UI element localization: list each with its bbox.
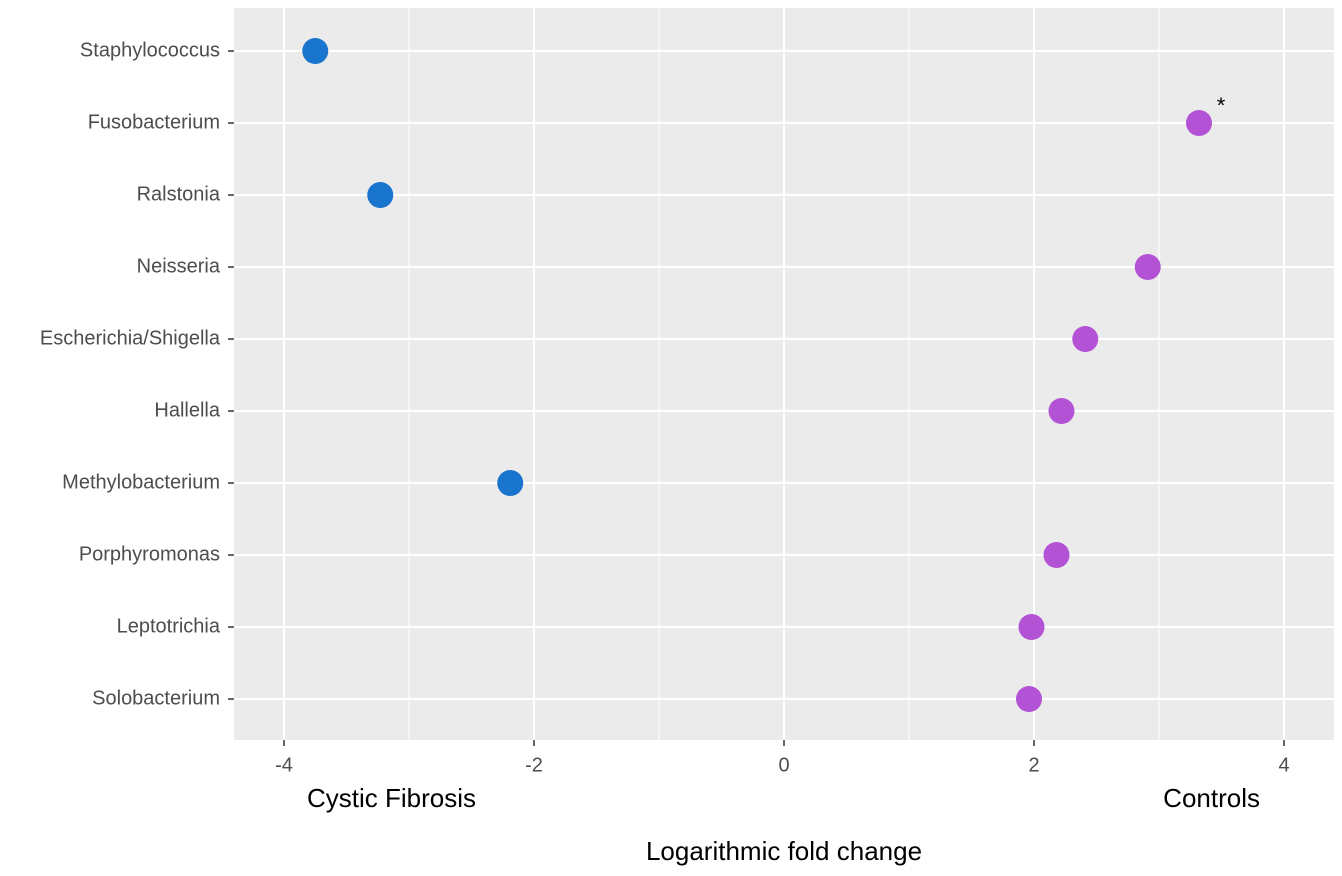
x-tick-label: 4 [1278,754,1289,776]
dot [1072,326,1099,352]
y-tick-label: Methylobacterium [62,471,220,493]
x-axis-title: Logarithmic fold change [646,836,922,866]
y-tick-label: Hallella [154,399,220,421]
dot [1134,254,1161,280]
y-tick-label: Ralstonia [137,183,221,205]
dot [497,470,524,496]
dot [1043,542,1070,568]
y-tick-label: Neisseria [137,255,221,277]
dot [1018,614,1045,640]
y-tick-label: Escherichia/Shigella [40,327,221,349]
y-tick-label: Porphyromonas [79,543,220,565]
dot [1186,110,1212,136]
y-tick-label: Leptotrichia [117,615,221,637]
dot [1048,398,1075,424]
dot [367,182,394,208]
x-tick-label: 2 [1028,754,1039,776]
dot [302,38,329,64]
annotation: * [1217,93,1226,118]
series-label: Controls [1163,783,1260,813]
x-tick-label: 0 [778,754,789,776]
y-tick-label: Solobacterium [92,687,220,709]
x-tick-label: -2 [525,754,543,776]
y-tick-label: Fusobacterium [88,111,220,133]
x-tick-label: -4 [275,754,293,776]
dot [1016,686,1042,712]
y-tick-label: Staphylococcus [80,39,220,61]
series-label: Cystic Fibrosis [307,783,476,813]
